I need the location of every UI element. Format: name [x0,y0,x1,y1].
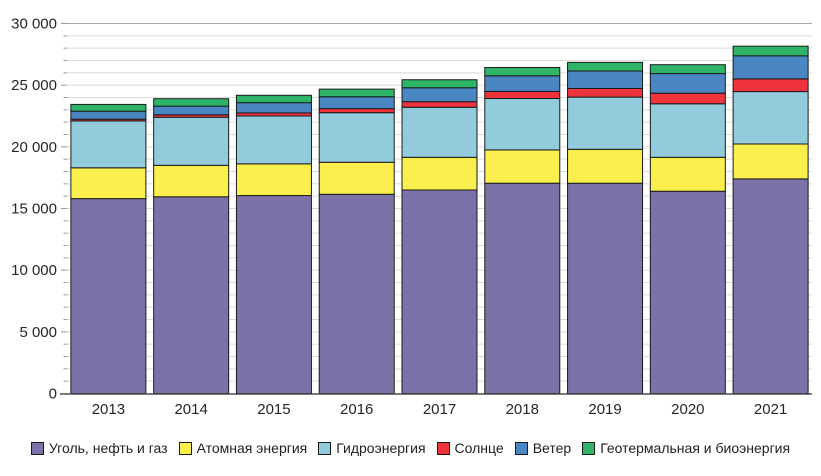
legend-swatch [318,441,332,455]
x-axis-label: 2015 [257,401,290,418]
legend-swatch [514,441,528,455]
legend-label: Геотермальная и биоэнергия [600,440,791,456]
x-axis-label: 2017 [423,401,456,418]
bar-segment [318,88,395,98]
bar-segment [732,45,809,57]
legend-label: Гидроэнергия [336,440,426,456]
x-axis-label: 2014 [174,401,207,418]
x-axis-label: 2013 [92,401,125,418]
legend-item: Гидроэнергия [318,440,426,456]
legend-item: Солнце [436,440,504,456]
bar-segment [318,108,395,114]
legend-swatch [436,441,450,455]
bar-segment [401,156,478,191]
bar-segment [318,161,395,195]
bar-segment [70,110,147,120]
bar-segment [649,73,726,94]
bar-segment [70,198,147,394]
bar-segment [70,167,147,200]
x-axis-label: 2020 [671,401,704,418]
bar-segment [70,103,147,112]
legend-label: Ветер [532,440,572,456]
legend-item: Ветер [514,440,572,456]
bar-segment [235,102,312,114]
legend-label: Уголь, нефть и газ [48,440,168,456]
bar-segment [649,156,726,192]
y-axis-label: 5 000 [19,324,57,341]
legend-label: Атомная энергия [196,440,308,456]
legend-swatch [178,441,192,455]
bar-segment [732,78,809,93]
bar-segment [153,164,230,198]
bar-segment [318,193,395,394]
bar-segment [401,106,478,158]
bar-segment [567,61,644,72]
bar-segment [484,97,561,151]
bar-segment [732,178,809,394]
bar-segment [401,79,478,89]
y-axis-label: 30 000 [11,16,57,33]
bar-segment [484,149,561,184]
bar-segment [153,116,230,166]
bar-segment [484,75,561,92]
bar-segment [732,143,809,180]
bar-segment [484,182,561,394]
legend-item: Геотермальная и биоэнергия [582,440,790,456]
bar-segment [235,195,312,394]
bar-segment [732,55,809,80]
bar-segment [567,148,644,184]
bar-segment [732,91,809,145]
bar-segment [401,101,478,108]
bar-segment [153,196,230,394]
legend-item: Атомная энергия [178,440,308,456]
bar-segment [649,64,726,75]
bar-segment [484,67,561,77]
bar-segment [484,90,561,99]
bar-segment [567,182,644,394]
bar-segment [235,163,312,197]
x-axis-label: 2019 [588,401,621,418]
bar-segment [235,94,312,104]
bar-segment [649,190,726,394]
y-axis-label: 10 000 [11,262,57,279]
bar-segment [401,87,478,103]
y-axis-label: 25 000 [11,77,57,94]
legend-label: Солнце [454,440,504,456]
legend-item: Уголь, нефть и газ [30,440,168,456]
bar-segment [153,105,230,116]
x-axis-label: 2016 [340,401,373,418]
y-axis-label: 15 000 [11,201,57,218]
bar-segment [318,96,395,110]
y-axis-label: 20 000 [11,139,57,156]
legend: Уголь, нефть и газ Атомная энергия Гидроэн… [0,440,821,456]
bar-segment [70,120,147,169]
x-axis-label: 2018 [506,401,539,418]
bar-segment [401,189,478,394]
legend-swatch [582,441,596,455]
bar-segment [318,112,395,163]
legend-swatch [30,441,44,455]
plot-area: 0 5 000 10 000 15 000 20 000 25 000 30 000 2013… [11,16,812,418]
bar-segment [153,98,230,107]
x-axis-label: 2021 [754,401,787,418]
bar-segment [567,70,644,89]
bar-segment [649,92,726,105]
bar-segment [235,115,312,165]
bar-segment [649,103,726,158]
bar-segment [567,87,644,98]
y-axis-label: 0 [49,386,57,403]
bar-segment [567,96,644,150]
